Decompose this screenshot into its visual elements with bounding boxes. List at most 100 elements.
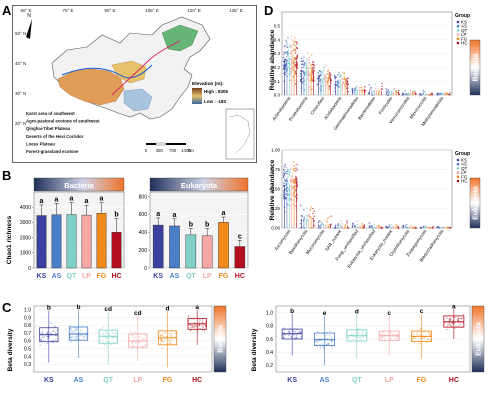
box-point [55, 339, 57, 341]
abundance-point [369, 89, 371, 91]
abundance-point [290, 58, 293, 61]
abundance-point [286, 75, 289, 78]
abundance-point [326, 77, 328, 79]
category-label: LP [82, 273, 91, 280]
category-label: HC [449, 377, 459, 384]
bar-QT [66, 214, 77, 269]
legend-label-AS: AS [461, 162, 467, 167]
plot-area [149, 191, 249, 269]
abundance-point [294, 195, 297, 198]
box-point [448, 322, 450, 324]
box-point [331, 345, 333, 348]
box-point [70, 328, 72, 330]
abundance-point [302, 59, 305, 62]
abundance-point [380, 88, 383, 90]
abundance-point [290, 45, 292, 48]
panel-label-b: B [2, 168, 12, 183]
box-point [191, 325, 194, 327]
abundance-point [302, 70, 304, 73]
box-point [330, 339, 332, 342]
abundance-point [307, 68, 310, 70]
box-point [141, 337, 143, 340]
legend-marker-HC [456, 179, 460, 183]
box-point [46, 342, 48, 345]
box-point [189, 324, 191, 326]
abundance-point [285, 184, 287, 187]
abundance-point [295, 175, 297, 178]
category-label: AS [320, 377, 330, 384]
box-point [203, 330, 206, 332]
strip-c-eukaryota [471, 305, 485, 373]
abundance-point [328, 73, 331, 75]
box-point [105, 332, 108, 334]
y-tick-label: 2000 [20, 235, 31, 241]
abundance-point [379, 90, 381, 92]
abundance-point [299, 204, 302, 207]
abundance-point [295, 57, 298, 59]
box-point [198, 324, 200, 326]
category-label: QT [67, 273, 77, 280]
taxon-label: SAR_norank [324, 228, 343, 252]
abundance-point [387, 88, 389, 91]
y-tick-label: 0.75 [271, 167, 280, 172]
group-legend-title: Group [455, 13, 470, 19]
abundance-point [353, 89, 355, 91]
box-point [111, 337, 114, 339]
abundance-point [293, 178, 295, 180]
abundance-point [285, 172, 287, 175]
box-point [75, 330, 78, 332]
abundance-point [290, 35, 293, 38]
abundance-point [291, 53, 293, 55]
box-point [199, 319, 201, 321]
abundance-point [402, 92, 404, 94]
legend-marker-HC [456, 41, 460, 45]
box-point [132, 345, 135, 348]
legend-label-FG: FG [461, 174, 468, 179]
box-point [139, 341, 141, 344]
box-point [131, 334, 133, 337]
y-tick-label: 0.8 [24, 323, 31, 329]
abundance-point [308, 59, 310, 62]
box-point [161, 341, 163, 343]
box-point [419, 342, 421, 345]
box-point [129, 337, 131, 339]
category-label: QT [103, 377, 113, 384]
abundance-point [317, 221, 320, 224]
abundance-point [292, 55, 294, 57]
sig-letter: a [55, 196, 59, 203]
box-point [70, 328, 72, 330]
panel-label-d: D [264, 3, 274, 18]
abundance-point [320, 221, 323, 224]
abundance-point [330, 215, 333, 217]
abundance-point [313, 215, 315, 217]
box-point [381, 333, 383, 335]
abundance-point [354, 87, 357, 90]
box-point [300, 331, 303, 334]
map-legend-item: Agro-pastoral ecotone of southwest [26, 119, 100, 124]
abundance-point [389, 227, 392, 229]
box-point [454, 316, 456, 319]
box-point [323, 333, 325, 336]
y-tick-label: 1000 [20, 251, 31, 257]
category-label: AS [74, 377, 84, 384]
abundance-point [418, 93, 421, 95]
elevation-colorbar [192, 88, 202, 104]
abundance-point [402, 225, 404, 227]
abundance-point [333, 227, 336, 229]
abundance-point [283, 53, 285, 56]
box-point [457, 319, 459, 321]
box-point [390, 332, 392, 334]
abundance-point [296, 67, 299, 69]
box-point [457, 319, 460, 322]
box-point [201, 325, 203, 328]
box-point [293, 337, 296, 339]
abundance-point [296, 163, 298, 166]
abundance-point [391, 225, 394, 227]
box-point [163, 335, 165, 338]
box-point [283, 327, 286, 329]
qinghai-tibet-region [57, 68, 125, 106]
box-point [167, 332, 170, 335]
abundance-point [284, 164, 286, 166]
box-point [392, 333, 395, 336]
box-point [359, 336, 361, 339]
